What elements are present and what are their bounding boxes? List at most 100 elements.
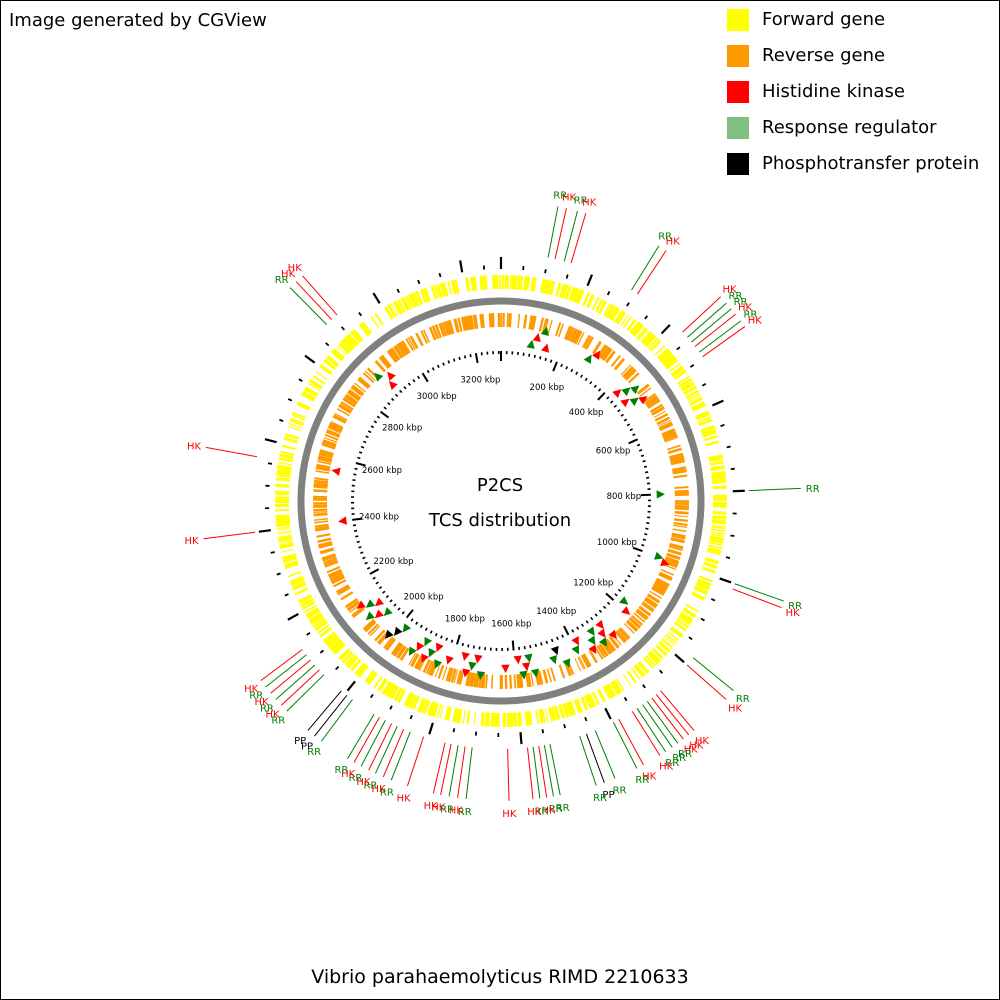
reverse-gene-mark bbox=[473, 673, 479, 688]
forward-gene-mark bbox=[345, 654, 357, 666]
scale-label: 3200 kbp bbox=[460, 376, 500, 386]
inner-minor-tick bbox=[363, 440, 367, 444]
forward-gene-mark bbox=[665, 633, 678, 644]
reverse-gene-mark bbox=[536, 670, 543, 685]
inner-minor-tick bbox=[617, 409, 621, 413]
reverse-gene-mark bbox=[389, 348, 400, 361]
inner-minor-tick bbox=[424, 627, 428, 632]
inner-minor-tick bbox=[580, 374, 584, 378]
histidine-kinase-label: HK bbox=[341, 769, 356, 780]
forward-gene-mark bbox=[439, 704, 445, 719]
forward-gene-mark bbox=[405, 295, 414, 309]
forward-gene-mark bbox=[408, 293, 417, 308]
legend-item-forward: Forward gene bbox=[727, 9, 979, 45]
histidine-kinase-marker bbox=[436, 642, 444, 653]
forward-gene-mark bbox=[430, 285, 438, 300]
forward-gene-mark bbox=[631, 322, 642, 335]
forward-gene-mark bbox=[708, 541, 723, 546]
histidine-kinase-label: HK bbox=[722, 285, 737, 296]
legend-item-histidine-kinase: Histidine kinase bbox=[727, 81, 979, 117]
reverse-gene-mark bbox=[445, 320, 453, 335]
forward-gene-mark bbox=[709, 460, 724, 466]
forward-gene-mark bbox=[330, 640, 343, 652]
reverse-gene-mark bbox=[381, 354, 392, 367]
histidine-kinase-marker bbox=[608, 629, 618, 639]
forward-gene-mark bbox=[689, 396, 703, 406]
outer-minor-tick bbox=[676, 346, 681, 351]
reverse-gene-mark bbox=[350, 386, 364, 397]
reverse-gene-mark bbox=[314, 523, 329, 528]
inner-major-tick bbox=[632, 546, 643, 552]
histidine-kinase-marker bbox=[532, 332, 541, 343]
phosphotransfer-protein-callout-line bbox=[307, 690, 342, 731]
outer-minor-tick bbox=[688, 636, 693, 641]
reverse-gene-mark bbox=[460, 316, 467, 332]
reverse-gene-mark bbox=[642, 601, 655, 611]
reverse-gene-mark bbox=[313, 485, 328, 489]
forward-gene-mark bbox=[283, 437, 298, 444]
forward-gene-mark bbox=[527, 711, 532, 726]
response-regulator-label: RR bbox=[736, 694, 750, 705]
response-regulator-label: RR bbox=[275, 275, 289, 286]
inner-minor-tick bbox=[533, 354, 536, 359]
reverse-gene-mark bbox=[662, 430, 677, 439]
outer-major-tick bbox=[711, 399, 724, 407]
outer-minor-tick bbox=[298, 378, 303, 382]
histidine-kinase-label: HK bbox=[356, 777, 371, 788]
forward-gene-mark bbox=[545, 280, 552, 295]
reverse-gene-mark bbox=[541, 318, 548, 333]
phosphotransfer-protein-callout-line bbox=[314, 694, 348, 737]
reverse-gene-mark bbox=[667, 447, 682, 454]
forward-gene-mark bbox=[539, 278, 545, 293]
histidine-kinase-callout-line bbox=[538, 746, 548, 798]
histidine-kinase-callout-line bbox=[382, 728, 405, 778]
inner-minor-tick bbox=[360, 445, 365, 449]
histidine-kinase-marker bbox=[541, 343, 550, 353]
outer-minor-tick bbox=[644, 315, 649, 320]
histidine-kinase-label: HK bbox=[684, 745, 699, 756]
yellow-square-icon bbox=[727, 9, 749, 31]
inner-minor-tick bbox=[635, 559, 639, 563]
forward-gene-mark bbox=[571, 287, 579, 302]
forward-gene-mark bbox=[651, 648, 663, 660]
inner-minor-tick bbox=[440, 635, 443, 639]
reverse-gene-mark bbox=[431, 325, 439, 340]
forward-gene-mark bbox=[663, 635, 676, 646]
reverse-gene-mark bbox=[672, 528, 687, 533]
reverse-gene-mark bbox=[351, 606, 364, 617]
reverse-gene-mark bbox=[345, 598, 359, 609]
response-regulator-label: RR bbox=[553, 191, 567, 202]
reverse-gene-mark bbox=[438, 323, 445, 337]
reverse-gene-mark bbox=[440, 322, 446, 337]
forward-gene-mark bbox=[712, 515, 727, 519]
inner-minor-tick bbox=[585, 620, 589, 624]
histidine-kinase-marker bbox=[462, 668, 471, 678]
forward-gene-mark bbox=[687, 392, 701, 401]
forward-gene-mark bbox=[275, 490, 290, 493]
forward-gene-mark bbox=[387, 304, 397, 318]
histidine-kinase-marker bbox=[416, 641, 425, 652]
forward-gene-mark bbox=[577, 290, 585, 304]
reverse-gene-mark bbox=[643, 598, 657, 609]
inner-minor-tick bbox=[419, 624, 423, 629]
response-regulator-label: RR bbox=[593, 793, 607, 804]
reverse-gene-mark bbox=[324, 561, 339, 568]
inner-minor-tick bbox=[376, 415, 381, 419]
forward-gene-mark bbox=[637, 327, 648, 340]
forward-gene-mark bbox=[663, 356, 677, 368]
forward-gene-mark bbox=[596, 689, 605, 703]
reverse-gene-mark bbox=[627, 619, 639, 631]
histidine-kinase-marker bbox=[474, 654, 483, 664]
reverse-gene-mark bbox=[644, 596, 658, 607]
forward-gene-mark bbox=[677, 375, 690, 385]
histidine-kinase-marker bbox=[374, 609, 384, 619]
forward-gene-mark bbox=[633, 664, 645, 678]
reverse-gene-mark bbox=[603, 348, 613, 362]
histidine-kinase-marker bbox=[521, 662, 531, 672]
outer-major-tick bbox=[674, 653, 685, 664]
inner-major-tick bbox=[379, 410, 390, 419]
reverse-gene-mark bbox=[637, 385, 650, 395]
forward-gene-mark bbox=[540, 708, 546, 724]
histidine-kinase-marker bbox=[592, 350, 601, 360]
center-subtitle: TCS distribution bbox=[428, 510, 571, 531]
